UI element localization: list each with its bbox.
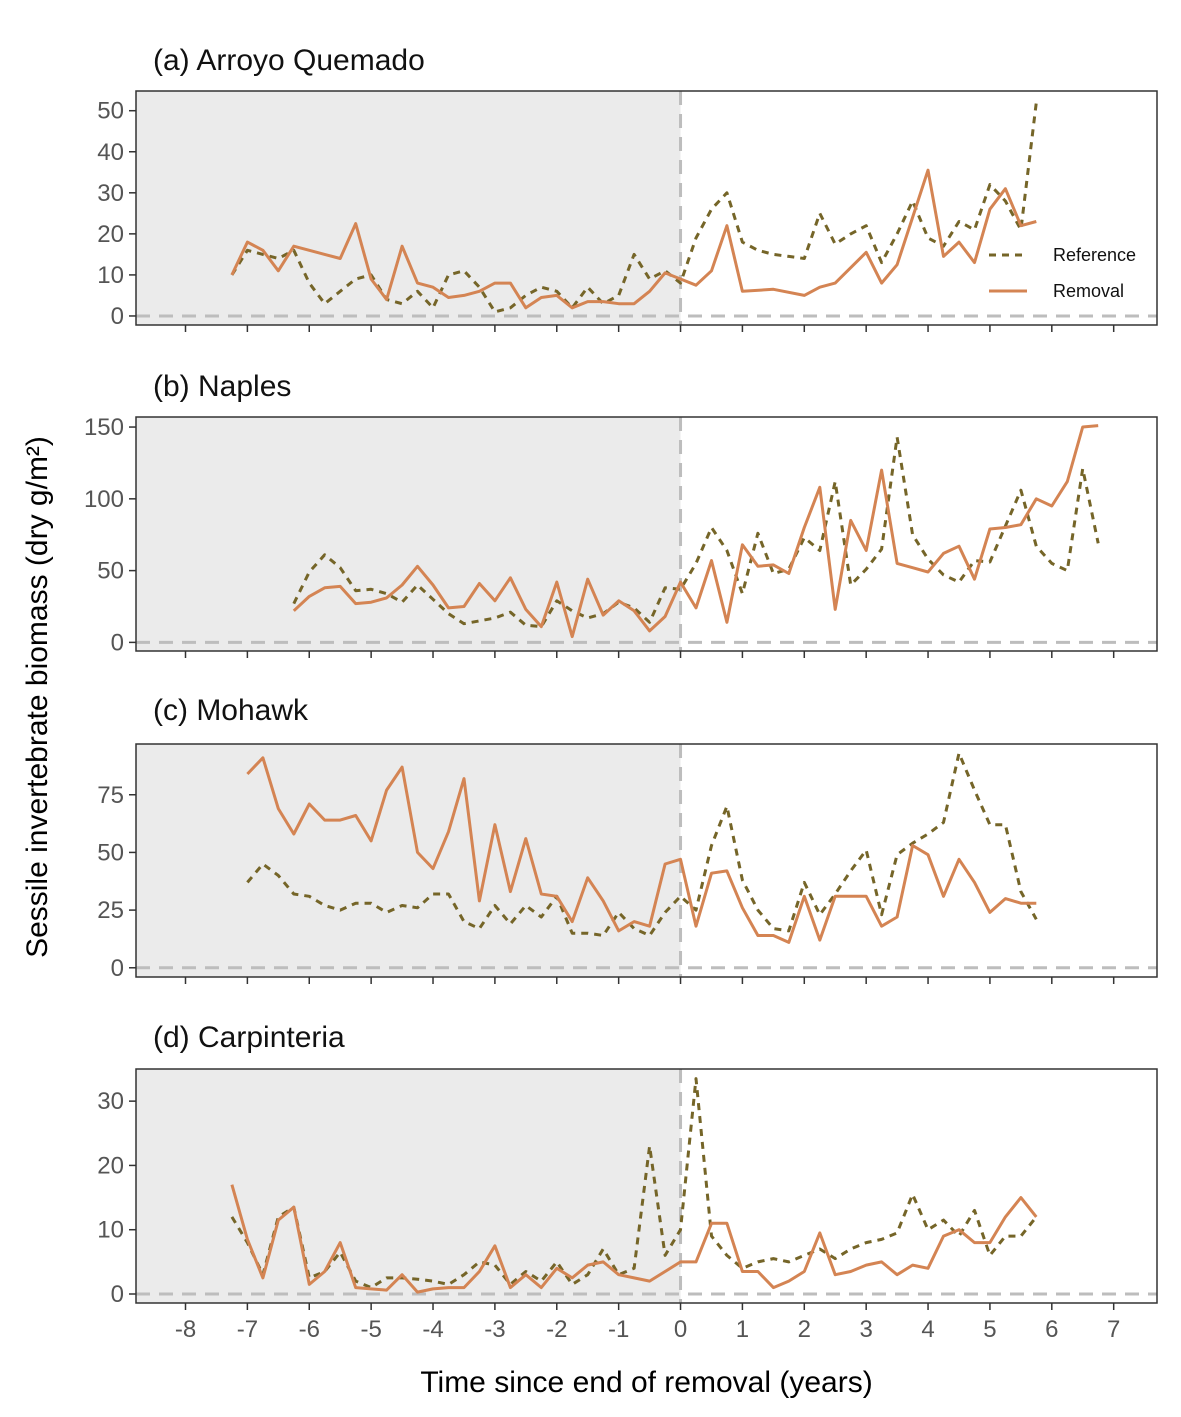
series-removal-line (292, 424, 1099, 639)
legend: Reference Removal (989, 245, 1136, 301)
y-tick-label: 40 (97, 139, 124, 166)
y-tick-label: 0 (111, 303, 124, 330)
x-tick-label: 2 (798, 1316, 811, 1343)
y-tick-label: 0 (111, 629, 124, 656)
panel-title: (a) Arroyo Quemado (153, 44, 425, 77)
y-tick-label: 75 (97, 782, 124, 809)
y-tick-label: 10 (97, 1217, 124, 1244)
y-tick-label: 20 (97, 221, 124, 248)
y-tick-label: 30 (97, 180, 124, 207)
panel-frame (135, 416, 1158, 652)
y-tick-label: 0 (111, 955, 124, 982)
panel-frame (135, 90, 1158, 326)
y-tick-label: 150 (84, 414, 124, 441)
panel-3: 0 25 50 75 (c) Mohawk (97, 694, 1158, 984)
y-tick-label: 20 (97, 1152, 124, 1179)
panel-4: 0 10 20 30 (d) Carpinteria (97, 1021, 1158, 1310)
x-tick-label: -8 (175, 1316, 196, 1343)
x-tick-label: 4 (921, 1316, 934, 1343)
shaded-removal-period (136, 91, 681, 325)
y-axis-title: Sessile invertebrate biomass (dry g/m²) (21, 436, 54, 958)
shaded-removal-period (136, 744, 681, 977)
y-tick-label: 30 (97, 1088, 124, 1115)
y-tick-label: 25 (97, 897, 124, 924)
panel-2: 0 50 100 150 (b) Naples (84, 370, 1158, 658)
shaded-removal-period (136, 417, 681, 651)
x-tick-label: -4 (422, 1316, 443, 1343)
x-tick-label: 5 (983, 1316, 996, 1343)
legend-label-reference: Reference (1053, 245, 1136, 265)
x-tick-label: 0 (674, 1316, 687, 1343)
panel-title: (d) Carpinteria (153, 1021, 345, 1054)
x-tick-label: -1 (608, 1316, 629, 1343)
x-tick-label: -2 (546, 1316, 567, 1343)
series-removal-line (230, 1184, 1038, 1294)
shaded-removal-period (136, 1069, 681, 1303)
y-tick-label: 100 (84, 486, 124, 513)
legend-label-removal: Removal (1053, 281, 1124, 301)
x-tick-label: -7 (237, 1316, 258, 1343)
x-tick-label: 6 (1045, 1316, 1058, 1343)
series-removal-line (230, 168, 1037, 310)
y-tick-label: 50 (97, 558, 124, 585)
series-reference-line (246, 751, 1038, 937)
panel-frame (135, 743, 1158, 978)
series-removal-line (246, 756, 1037, 944)
panel-title: (c) Mohawk (153, 694, 309, 727)
x-axis-title: Time since end of removal (years) (420, 1366, 872, 1399)
y-tick-label: 50 (97, 98, 124, 125)
panel-1: 0 10 20 30 40 50 (a) Arroyo Quemado (97, 44, 1158, 332)
x-tick-label: -3 (484, 1316, 505, 1343)
series-reference-line (230, 102, 1038, 314)
panel-title: (b) Naples (153, 370, 291, 403)
y-tick-label: 0 (111, 1281, 124, 1308)
y-tick-label: 10 (97, 262, 124, 289)
x-tick-label: 7 (1107, 1316, 1120, 1343)
x-tick-label: -5 (360, 1316, 381, 1343)
x-tick-label: 1 (736, 1316, 749, 1343)
series-reference-line (230, 1077, 1038, 1290)
series-reference-line (292, 435, 1100, 629)
x-tick-label: 3 (859, 1316, 872, 1343)
y-tick-label: 50 (97, 839, 124, 866)
panel-frame (135, 1068, 1158, 1304)
x-tick-label: -6 (299, 1316, 320, 1343)
